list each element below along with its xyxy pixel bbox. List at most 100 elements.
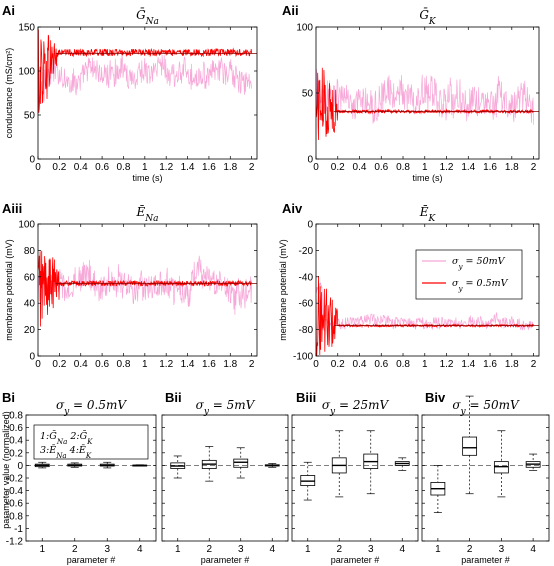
panel-Aiv: Aiv ĒK 0 0.2 0.4 0.6 0.8 1 1.2 1.4 1.6 1.8 2 -100 -80 -… xyxy=(278,201,540,370)
x-tick-label: 0.2 xyxy=(52,359,66,370)
y-tick-label: 40 xyxy=(24,299,36,310)
box-body xyxy=(462,436,478,456)
y-tick-label: 150 xyxy=(18,23,35,34)
x-tick-label: 1 xyxy=(175,544,181,555)
subscript: y xyxy=(460,407,467,417)
box-3: 3 xyxy=(233,447,249,555)
x-tick-label: 0.8 xyxy=(117,162,131,173)
text-part: = 50mV xyxy=(466,398,520,412)
series-red-line xyxy=(316,275,534,356)
x-axis-label: parameter # xyxy=(67,555,116,565)
x-tick-label: 1.2 xyxy=(159,162,173,173)
x-tick-label: 0.2 xyxy=(331,162,345,173)
text-part: 2:Ḡ xyxy=(67,430,87,442)
subscript: Na xyxy=(55,451,66,460)
x-tick-label: 0 xyxy=(313,359,319,370)
x-tick-label: 4 xyxy=(530,544,536,555)
x-tick-label: 0.6 xyxy=(95,162,109,173)
panel-title: σy = 0.5mV xyxy=(56,398,127,417)
box-2: 2 xyxy=(67,462,83,555)
box-4: 4 xyxy=(525,453,541,555)
series-red-line xyxy=(38,250,252,327)
x-tick-label: 2 xyxy=(336,544,342,555)
x-tick-label: 1 xyxy=(39,544,45,555)
x-tick-label: 1.4 xyxy=(181,359,195,370)
y-tick-label: 0 xyxy=(29,352,35,363)
text-part: σ xyxy=(56,398,65,412)
text-part: = 50mV xyxy=(463,256,506,267)
y-tick-label: 50 xyxy=(302,89,314,100)
box-4: 4 xyxy=(132,464,148,555)
x-tick-label: 2 xyxy=(249,162,255,173)
text-part: 4:Ē xyxy=(67,444,86,456)
panel-Bi: Bi σy = 0.5mV-1.2-1-0.8-0.6-0.4-0.200.20.… xyxy=(1,390,157,565)
x-tick-label: 1.2 xyxy=(159,359,173,370)
parameter-legend-box xyxy=(33,424,149,460)
x-tick-label: 0.4 xyxy=(353,162,367,173)
y-tick-label: 0 xyxy=(307,155,313,166)
box-1: 1 xyxy=(170,455,186,555)
y-tick-label: 0 xyxy=(17,461,23,472)
panel-title: ĒNa xyxy=(135,204,158,224)
y-tick-label: 100 xyxy=(18,67,35,78)
traces xyxy=(316,67,539,141)
panel-title: ḠNa xyxy=(136,7,159,27)
legend-box xyxy=(415,249,523,300)
x-axis-label: parameter # xyxy=(201,555,250,565)
y-tick-label: -1 xyxy=(14,524,23,535)
text-part: Ḡ xyxy=(136,7,146,22)
text-part: σ xyxy=(452,256,459,267)
text-part: Ē xyxy=(135,204,145,219)
x-tick-label: 1.6 xyxy=(483,162,497,173)
text-part: 3:Ē xyxy=(40,444,56,456)
x-tick-label: 1 xyxy=(142,359,148,370)
panel-label: Biv xyxy=(425,390,446,405)
panel-label: Aiii xyxy=(2,201,22,216)
series-red-line xyxy=(38,29,253,113)
x-tick-label: 1 xyxy=(305,544,311,555)
plot-frame xyxy=(291,414,419,542)
x-tick-label: 2 xyxy=(467,544,473,555)
y-axis-label: membrane potential (mV) xyxy=(4,239,14,341)
x-tick-label: 0 xyxy=(35,359,41,370)
panel-Ai: Ai ḠNa 0 0.2 0.4 0.6 0.8 1 1.2 1.4 1.6 1.8 2 0 50 100 15… xyxy=(2,3,258,183)
x-tick-label: 1.8 xyxy=(223,359,237,370)
series-pink-line xyxy=(38,54,253,108)
boxplot-panels: Bi σy = 0.5mV-1.2-1-0.8-0.6-0.4-0.200.20.… xyxy=(1,390,550,565)
x-tick-label: 2 xyxy=(72,544,78,555)
parameter-legend-line: 3:ĒNa 4:ĒK xyxy=(40,444,92,460)
subscript: Na xyxy=(144,214,158,224)
x-tick-label: 1.4 xyxy=(181,162,195,173)
subscript: Na xyxy=(56,437,67,446)
subscript: K xyxy=(428,214,437,224)
y-tick-label: 0.8 xyxy=(9,411,23,422)
panel-label: Biii xyxy=(296,390,316,405)
y-axis-label: conductance (mS/cm²) xyxy=(4,48,14,139)
series-pink-line xyxy=(316,282,534,332)
x-axis-label: parameter # xyxy=(331,555,380,565)
x-tick-label: 0.8 xyxy=(396,162,410,173)
x-tick-label: 1.8 xyxy=(223,162,237,173)
text-part: σ xyxy=(452,278,459,289)
y-tick-label: -0.2 xyxy=(6,474,24,485)
x-tick-label: 0.2 xyxy=(52,162,66,173)
y-tick-label: -40 xyxy=(299,272,314,283)
box-3: 3 xyxy=(363,430,379,555)
y-tick-label: 60 xyxy=(24,272,36,283)
x-tick-label: 1.2 xyxy=(440,359,454,370)
x-tick-label: 1.2 xyxy=(440,162,454,173)
x-axis-label: time (s) xyxy=(413,173,443,183)
y-tick-label: -80 xyxy=(299,325,314,336)
x-tick-label: 2 xyxy=(206,544,212,555)
x-tick-label: 0.4 xyxy=(353,359,367,370)
x-tick-label: 0.6 xyxy=(95,359,109,370)
x-tick-label: 1.8 xyxy=(505,359,519,370)
text-part: σ xyxy=(452,398,461,412)
subscript: K xyxy=(86,437,93,446)
x-tick-label: 1 xyxy=(142,162,148,173)
traces xyxy=(38,250,257,327)
x-tick-label: 2 xyxy=(249,359,255,370)
